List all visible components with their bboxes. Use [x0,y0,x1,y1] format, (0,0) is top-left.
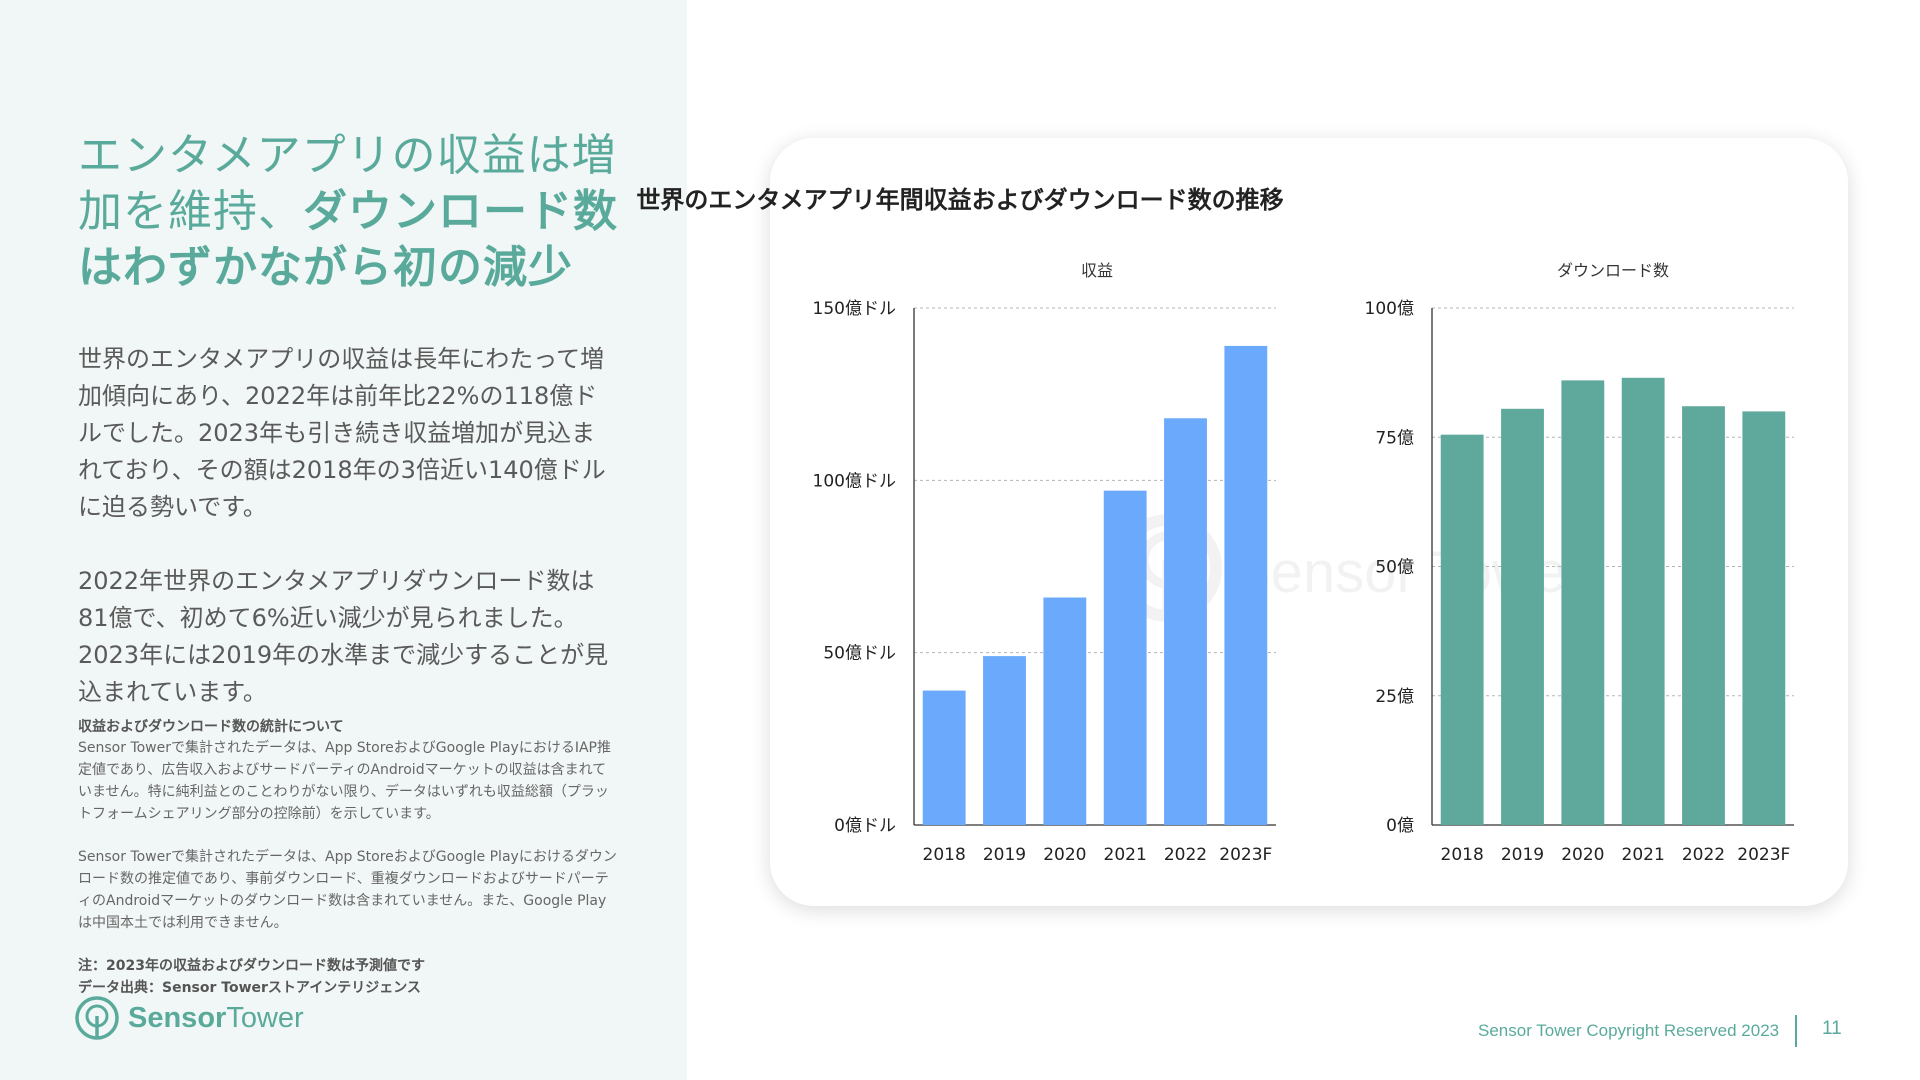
x-tick-label: 2019 [1501,845,1544,865]
page-number: 11 [1822,1018,1842,1039]
bar [1043,597,1087,825]
footer-separator [1795,1015,1797,1047]
x-tick-label: 2021 [1104,845,1147,865]
headline-part1: エンタメアプリの収益は増加を維持、 [78,130,617,237]
left-panel: エンタメアプリの収益は増加を維持、ダウンロード数はわずかながら初の減少 世界のエ… [0,0,687,1080]
x-tick-label: 2021 [1622,845,1665,865]
bar [1440,434,1484,825]
y-tick-label: 100億 [1365,299,1414,319]
download-chart: ダウンロード数 0億 25億 50億 75億 100億 2018 2019 2020 2021 20… [1365,261,1794,865]
body-paragraph-downloads: 2022年世界のエンタメアプリダウンロード数は81億で、初めて6%近い減少が見ら… [78,567,609,706]
x-tick-label: 2018 [923,845,966,865]
x-tick-label: 2018 [1441,845,1484,865]
sensor-tower-logo: SensorTower [74,994,304,1042]
x-tick-label: 2022 [1164,845,1207,865]
sensor-tower-logo-icon [75,996,119,1040]
y-tick-label: 50億 [1375,558,1414,578]
logo-word-sensor: Sensor [128,1001,227,1034]
x-tick-label: 2023F [1737,845,1790,865]
headline-part2: ダウンロード数はわずかながら初の減少 [78,186,618,293]
x-tick-label: 2020 [1561,845,1604,865]
body-paragraph-revenue: 世界のエンタメアプリの収益は長年にわたって増加傾向にあり、2022年は前年比22… [78,345,606,521]
footer-copyright: Sensor Tower Copyright Reserved 2023 [1478,1021,1780,1040]
data-source: データ出典：Sensor Towerストアインテリジェンス [78,980,421,996]
bar [1501,408,1544,825]
bar [1103,490,1147,825]
bar [1682,406,1725,825]
revenue-chart: 収益 0億ドル 50億ドル 100億ドル 150億ドル 2018 2019 2020 2021 2… [813,261,1276,865]
y-tick-label: 75億 [1375,428,1414,448]
logo-wordmark: SensorTower [128,1002,304,1035]
notes-download-text: Sensor Towerで集計されたデータは、App StoreおよびGoogl… [78,849,617,931]
y-tick-label: 0億 [1386,816,1414,836]
notes-title: 収益およびダウンロード数の統計について [78,719,344,735]
bar [1164,418,1207,825]
bar [922,690,966,825]
forecast-note: 注：2023年の収益およびダウンロード数は予測値です [78,958,425,974]
x-tick-label: 2019 [983,845,1026,865]
bar [983,656,1026,825]
y-tick-label: 150億ドル [813,299,896,319]
chart-title: 世界のエンタメアプリ年間収益およびダウンロード数の推移 [636,186,1284,214]
bar [1561,380,1605,825]
bar [1621,377,1665,825]
x-tick-label: 2023F [1219,845,1272,865]
chart-subtitle: 収益 [1081,261,1113,280]
y-tick-label: 0億ドル [834,816,896,836]
y-tick-label: 25億 [1375,687,1414,707]
x-tick-label: 2022 [1682,845,1725,865]
notes-revenue-text: Sensor Towerで集計されたデータは、App StoreおよびGoogl… [78,740,611,822]
headline: エンタメアプリの収益は増加を維持、ダウンロード数はわずかながら初の減少 [78,128,638,296]
chart-subtitle: ダウンロード数 [1557,261,1669,280]
bar [1742,411,1786,825]
x-tick-label: 2020 [1043,845,1086,865]
bar [1224,345,1268,825]
logo-word-tower: Tower [226,1001,304,1034]
y-tick-label: 50億ドル [823,644,896,664]
y-tick-label: 100億ドル [813,471,896,491]
